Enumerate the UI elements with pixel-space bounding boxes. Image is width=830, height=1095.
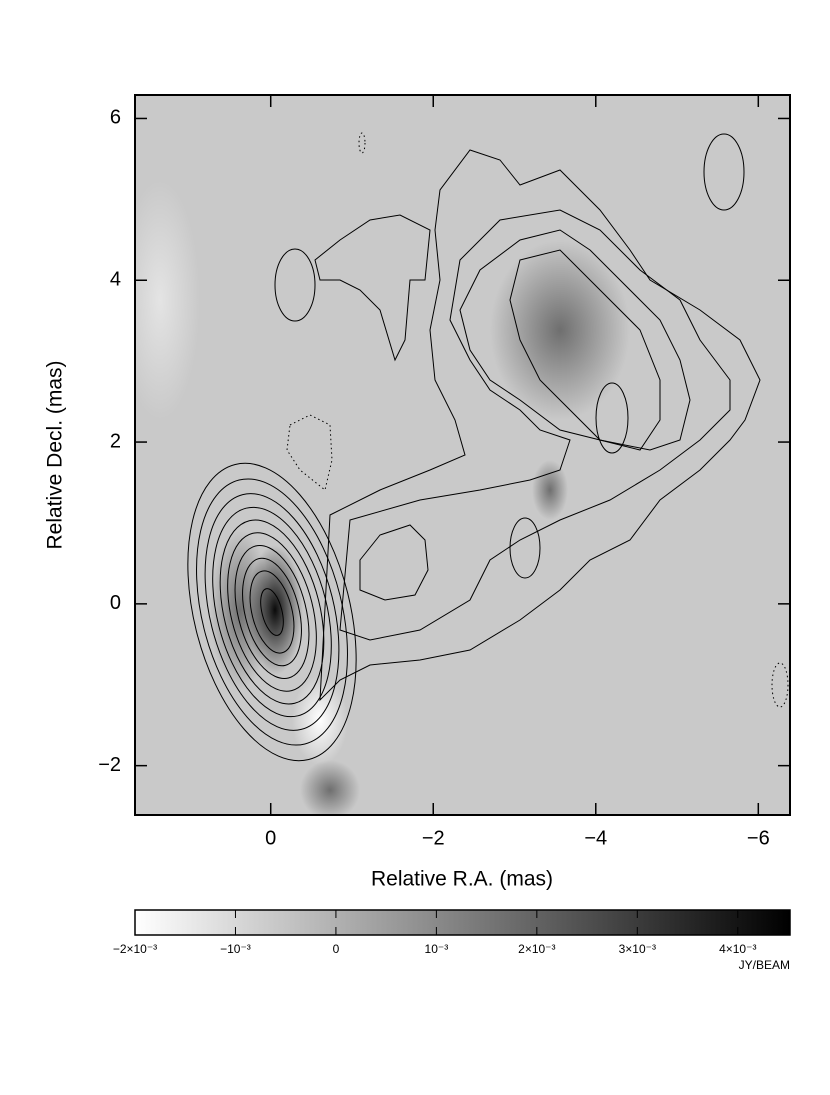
y-tick-label: 0	[110, 592, 121, 614]
negative-contour	[358, 132, 366, 154]
contour	[219, 519, 325, 705]
y-tick-label: −2	[98, 754, 121, 776]
contour	[234, 545, 310, 679]
contour	[459, 229, 691, 451]
contour	[187, 462, 357, 762]
contour	[339, 209, 731, 641]
plot-frame	[134, 94, 791, 816]
contour	[509, 517, 541, 579]
contour	[319, 149, 761, 702]
colorbar-tick-label: −10⁻³	[220, 942, 251, 956]
contour	[249, 570, 295, 654]
colorbar-tick-label: 3×10⁻³	[619, 942, 656, 956]
contour	[242, 557, 302, 667]
contour	[260, 588, 284, 636]
colorbar-tick-label: 4×10⁻³	[719, 942, 756, 956]
contours	[187, 132, 789, 762]
colorbar-tick-label: 10⁻³	[425, 942, 449, 956]
colorbar-tick-label: 0	[333, 942, 340, 956]
colorbar-tick-label: 2×10⁻³	[518, 942, 555, 956]
contour	[509, 249, 661, 451]
colorbar-tick-label: −2×10⁻³	[113, 942, 157, 956]
x-tick-label: −2	[422, 827, 445, 849]
colorbar-unit: JY/BEAM	[739, 958, 790, 972]
negative-contour	[771, 662, 789, 708]
contour	[227, 532, 317, 692]
x-tick-label: −6	[747, 827, 770, 849]
x-tick-label: 0	[265, 827, 276, 849]
colorbar	[134, 909, 791, 936]
contour	[359, 524, 429, 601]
x-tick-label: −4	[584, 827, 607, 849]
y-tick-label: 2	[110, 430, 121, 452]
y-tick-label: 4	[110, 269, 121, 291]
contour	[204, 493, 340, 731]
contour	[274, 248, 316, 322]
contour	[595, 382, 629, 454]
negative-contour	[286, 414, 333, 491]
map-image	[135, 95, 790, 815]
contour	[703, 133, 745, 211]
y-axis-label: Relative Decl. (mas)	[44, 360, 67, 549]
y-tick-label: 6	[110, 107, 121, 129]
contour	[314, 214, 431, 362]
contour	[196, 478, 348, 746]
x-axis-label: Relative R.A. (mas)	[371, 868, 553, 891]
